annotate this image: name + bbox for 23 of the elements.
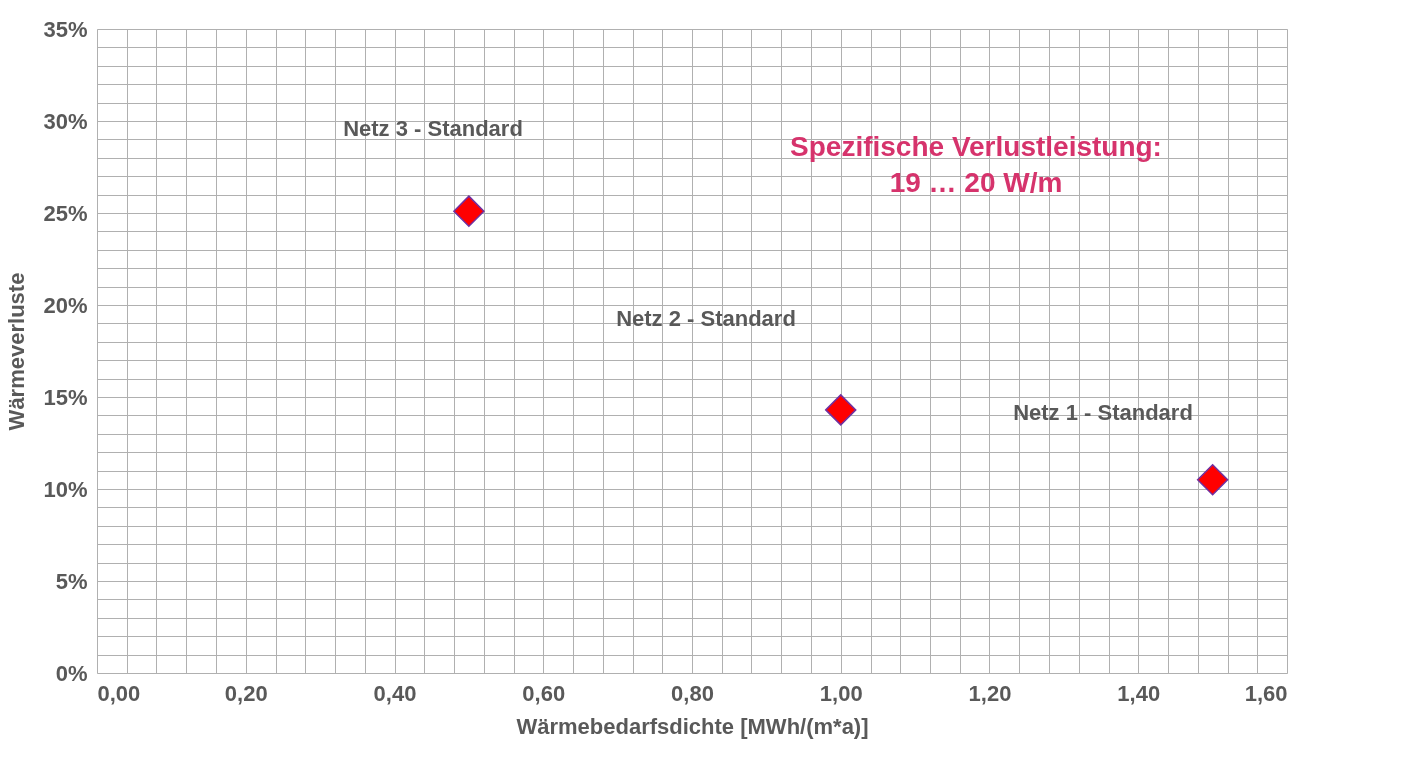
x-tick-label: 1,00 (819, 680, 863, 706)
x-tick-label: 0,80 (671, 680, 714, 706)
x-tick-label: 0,20 (224, 680, 268, 706)
x-tick-label: 1,60 (1244, 680, 1288, 706)
y-tick-label: 30% (43, 108, 88, 134)
y-tick-label: 5% (55, 568, 88, 594)
x-tick-label: 1,20 (968, 680, 1012, 706)
annotation: Netz 1 - Standard (1013, 400, 1193, 425)
y-tick-label: 25% (43, 200, 88, 226)
annotation: Netz 2 - Standard (616, 306, 796, 331)
y-tick-label: 15% (43, 384, 88, 410)
x-tick-label: 1,40 (1117, 680, 1161, 706)
x-tick-label: 0,60 (522, 680, 566, 706)
annotation: Netz 3 - Standard (343, 116, 523, 141)
y-tick-label: 0% (55, 660, 88, 686)
x-tick-label: 0,00 (97, 680, 141, 706)
y-tick-label: 20% (43, 292, 88, 318)
annotation: Spezifische Verlustleistung: 19 … 20 W/m (790, 131, 1162, 198)
x-axis-title: Wärmebedarfsdichte [MWh/(m*a)] (516, 713, 869, 739)
y-tick-label: 35% (43, 16, 88, 42)
y-axis-title: Wärmeverluste (4, 272, 30, 431)
y-tick-label: 10% (43, 476, 88, 502)
x-tick-label: 0,40 (373, 680, 417, 706)
